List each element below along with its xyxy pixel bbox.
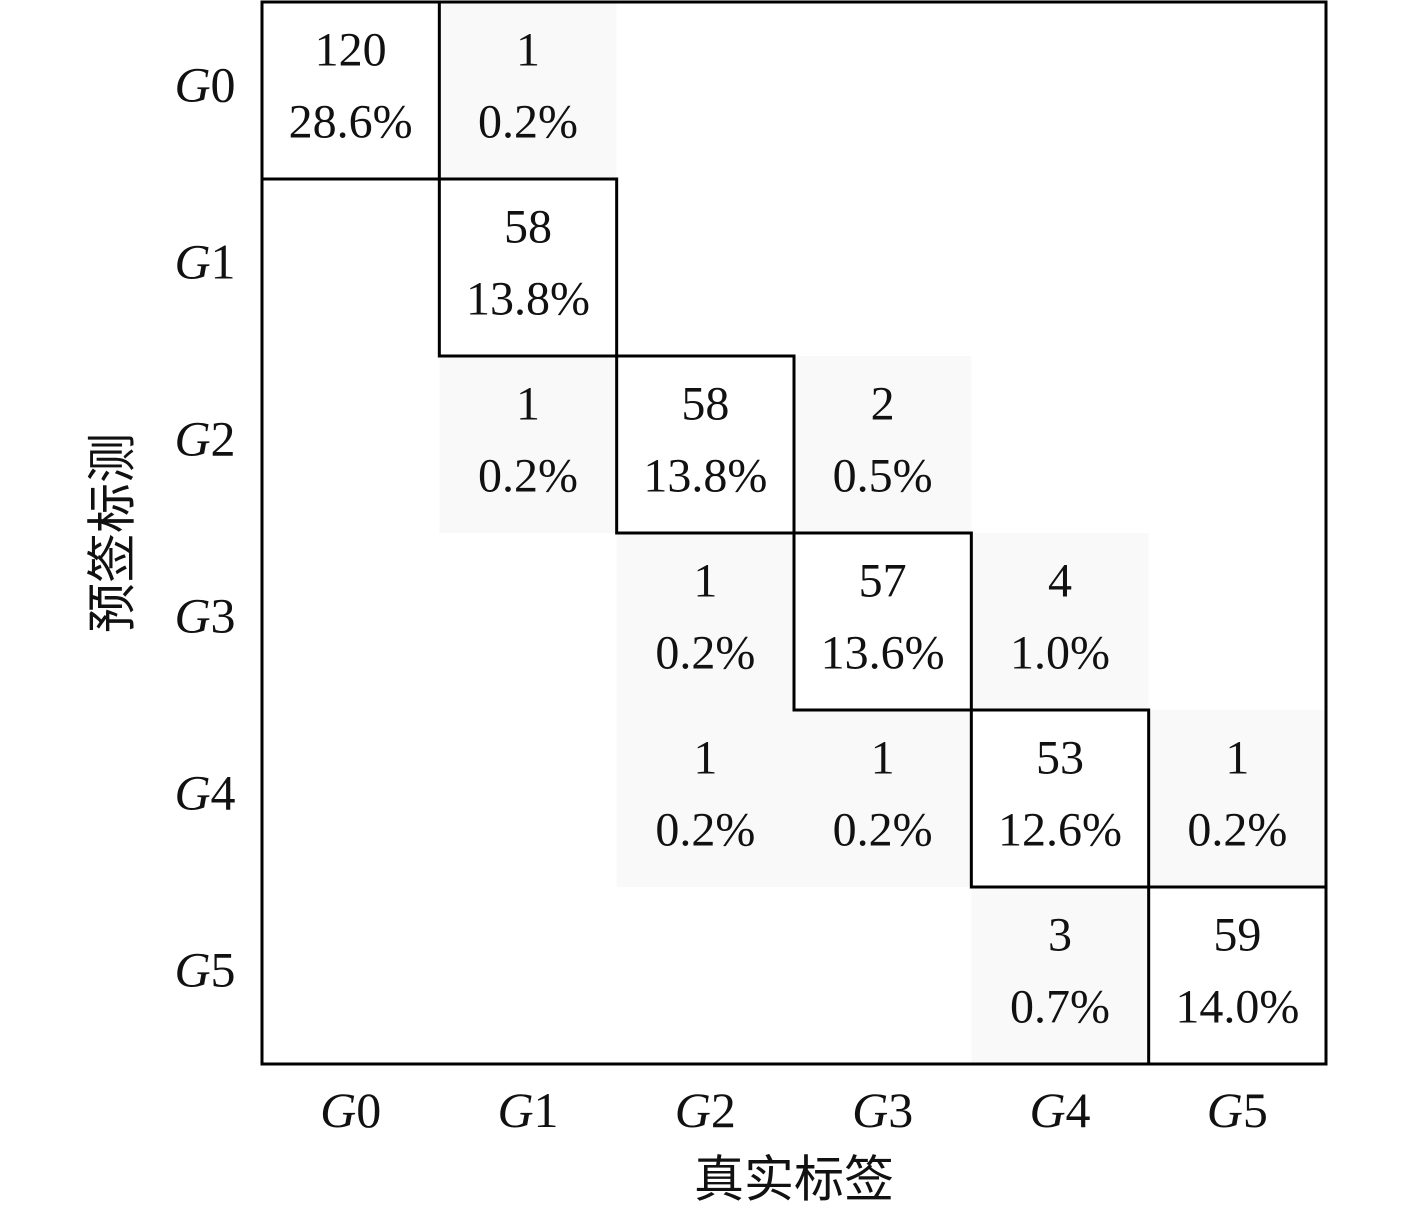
diagonal-border	[792, 531, 973, 712]
cell	[794, 356, 972, 533]
cell	[971, 533, 1149, 710]
cell-percent: 13.8%	[466, 273, 590, 326]
cell	[971, 710, 1149, 887]
cell	[616, 356, 794, 533]
cell	[1148, 887, 1326, 1064]
cell	[616, 710, 794, 887]
cell-percent: 28.6%	[289, 96, 413, 149]
y-tick-label: G5	[174, 942, 235, 998]
cell-count: 120	[315, 24, 387, 77]
cell-percent: 0.7%	[1010, 981, 1110, 1034]
cell-percent: 0.2%	[655, 627, 755, 680]
x-tick-label: G4	[1029, 1082, 1090, 1138]
y-tick-label: G2	[174, 411, 235, 467]
cell-percent: 1.0%	[1010, 627, 1110, 680]
y-tick-label: G0	[174, 57, 235, 113]
cell-count: 57	[859, 555, 907, 608]
x-axis-label: 真实标签	[694, 1151, 894, 1207]
cell	[439, 2, 617, 179]
cell-percent: 0.2%	[478, 96, 578, 149]
cell-count: 1	[516, 378, 540, 431]
x-tick-label: G0	[320, 1082, 381, 1138]
cell-count: 58	[681, 378, 729, 431]
diagonal-border	[969, 708, 1151, 889]
cell-count: 1	[693, 732, 717, 785]
cell-count: 4	[1048, 555, 1072, 608]
x-tick-label: G1	[497, 1082, 558, 1138]
cell	[971, 887, 1149, 1064]
x-tick-label: G5	[1207, 1082, 1268, 1138]
cell	[439, 356, 617, 533]
cell-percent: 13.8%	[643, 450, 767, 503]
y-tick-label: G3	[174, 588, 235, 644]
cell-count: 3	[1048, 909, 1072, 962]
cell-percent: 0.2%	[478, 450, 578, 503]
cell-count: 58	[504, 201, 552, 254]
y-axis-label: 预签标测	[84, 433, 140, 633]
y-tick-label: G4	[174, 765, 235, 821]
x-tick-label: G2	[675, 1082, 736, 1138]
diagonal-border	[437, 177, 619, 358]
cell-count: 1	[1225, 732, 1249, 785]
cell-percent: 0.2%	[1187, 804, 1287, 857]
cell-count: 53	[1036, 732, 1084, 785]
plot-border	[260, 0, 1328, 1066]
cell	[439, 179, 617, 356]
cell-count: 2	[871, 378, 895, 431]
cell	[262, 2, 440, 179]
cell	[794, 533, 972, 710]
cell-percent: 14.0%	[1175, 981, 1299, 1034]
cell	[616, 533, 794, 710]
cell-count: 1	[516, 24, 540, 77]
x-tick-label: G3	[852, 1082, 913, 1138]
cell-percent: 0.5%	[833, 450, 933, 503]
diagonal-border	[615, 354, 796, 535]
cell	[794, 710, 972, 887]
cell-percent: 0.2%	[655, 804, 755, 857]
cell-percent: 12.6%	[998, 804, 1122, 857]
cell-percent: 0.2%	[833, 804, 933, 857]
cell-count: 1	[871, 732, 895, 785]
y-tick-label: G1	[174, 234, 235, 290]
cell-count: 59	[1213, 909, 1261, 962]
cell-count: 1	[693, 555, 717, 608]
cell-percent: 13.6%	[821, 627, 945, 680]
cell	[1148, 710, 1326, 887]
